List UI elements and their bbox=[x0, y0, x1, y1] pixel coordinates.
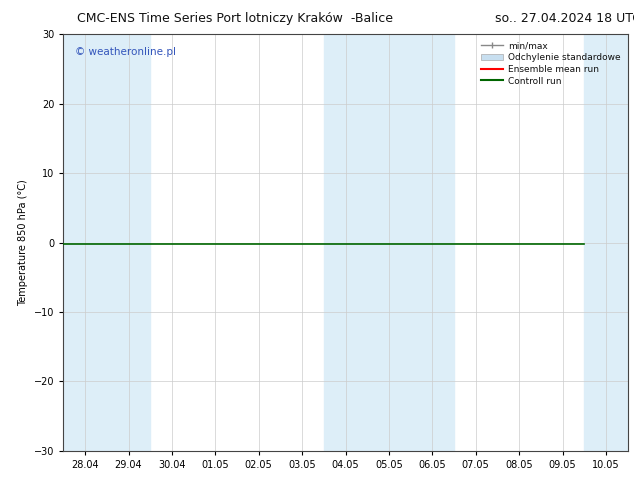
Text: so.. 27.04.2024 18 UTC: so.. 27.04.2024 18 UTC bbox=[495, 12, 634, 25]
Text: CMC-ENS Time Series Port lotniczy Kraków  -Balice: CMC-ENS Time Series Port lotniczy Kraków… bbox=[77, 12, 392, 25]
Legend: min/max, Odchylenie standardowe, Ensemble mean run, Controll run: min/max, Odchylenie standardowe, Ensembl… bbox=[478, 39, 623, 88]
Y-axis label: Temperature 850 hPa (°C): Temperature 850 hPa (°C) bbox=[18, 179, 29, 306]
Bar bbox=[367, 34, 411, 451]
Bar bbox=[411, 34, 454, 451]
Text: © weatheronline.pl: © weatheronline.pl bbox=[75, 47, 176, 57]
Bar bbox=[107, 34, 150, 451]
Bar bbox=[63, 34, 107, 451]
Bar bbox=[324, 34, 367, 451]
Bar bbox=[585, 34, 628, 451]
